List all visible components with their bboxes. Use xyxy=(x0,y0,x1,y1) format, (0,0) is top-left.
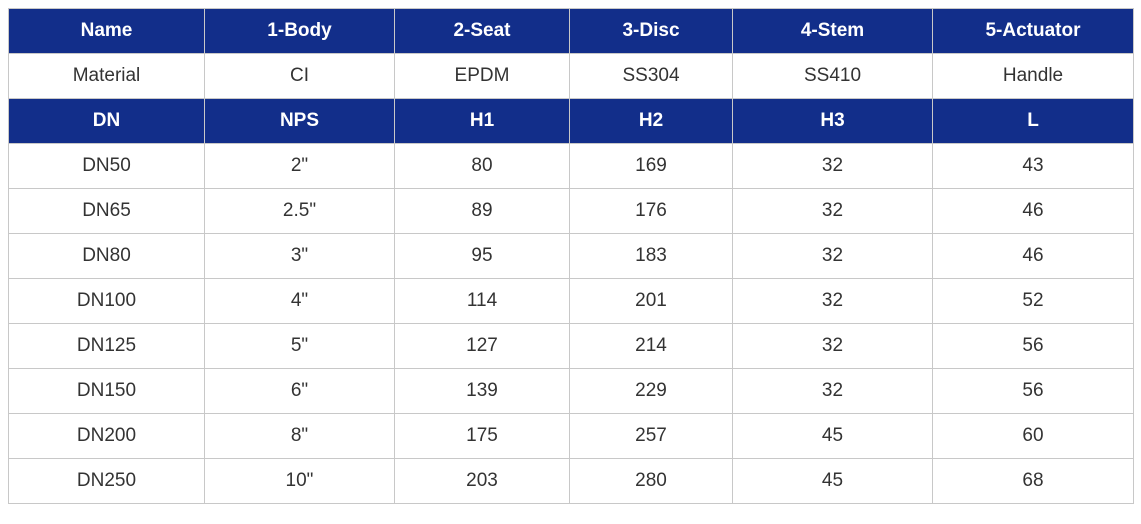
header-cell-stem: 4-Stem xyxy=(732,8,933,54)
table-cell: 32 xyxy=(732,143,933,189)
header-cell-nps: NPS xyxy=(204,98,395,144)
parts-header-row: Name 1-Body 2-Seat 3-Disc 4-Stem 5-Actua… xyxy=(8,8,1134,54)
table-cell: 2.5" xyxy=(204,188,395,234)
material-stem-cell: SS410 xyxy=(732,53,933,99)
table-cell: 8" xyxy=(204,413,395,459)
table-cell: 139 xyxy=(394,368,570,414)
header-cell-actuator: 5-Actuator xyxy=(932,8,1134,54)
table-cell: DN65 xyxy=(8,188,205,234)
table-row: DN250 10" 203 280 45 68 xyxy=(8,458,1134,504)
table-cell: 280 xyxy=(569,458,733,504)
table-cell: 6" xyxy=(204,368,395,414)
table-cell: 80 xyxy=(394,143,570,189)
table-row: DN80 3" 95 183 32 46 xyxy=(8,233,1134,279)
header-cell-name: Name xyxy=(8,8,205,54)
header-cell-h2: H2 xyxy=(569,98,733,144)
table-cell: 175 xyxy=(394,413,570,459)
table-cell: DN80 xyxy=(8,233,205,279)
material-disc-cell: SS304 xyxy=(569,53,733,99)
material-seat-cell: EPDM xyxy=(394,53,570,99)
header-cell-seat: 2-Seat xyxy=(394,8,570,54)
table-cell: DN200 xyxy=(8,413,205,459)
header-cell-h1: H1 xyxy=(394,98,570,144)
table-cell: 10" xyxy=(204,458,395,504)
table-cell: 43 xyxy=(932,143,1134,189)
dimensions-header-row: DN NPS H1 H2 H3 L xyxy=(8,98,1134,144)
table-cell: 3" xyxy=(204,233,395,279)
material-row: Material CI EPDM SS304 SS410 Handle xyxy=(8,53,1134,99)
table-cell: 68 xyxy=(932,458,1134,504)
table-cell: 183 xyxy=(569,233,733,279)
table-cell: 89 xyxy=(394,188,570,234)
spec-table-container: Name 1-Body 2-Seat 3-Disc 4-Stem 5-Actua… xyxy=(8,8,1134,504)
table-cell: 229 xyxy=(569,368,733,414)
table-cell: 32 xyxy=(732,233,933,279)
table-cell: 95 xyxy=(394,233,570,279)
table-cell: 32 xyxy=(732,368,933,414)
table-row: DN200 8" 175 257 45 60 xyxy=(8,413,1134,459)
table-cell: 127 xyxy=(394,323,570,369)
header-cell-body: 1-Body xyxy=(204,8,395,54)
table-row: DN65 2.5" 89 176 32 46 xyxy=(8,188,1134,234)
table-cell: 176 xyxy=(569,188,733,234)
table-cell: 56 xyxy=(932,323,1134,369)
table-cell: 257 xyxy=(569,413,733,459)
table-cell: 52 xyxy=(932,278,1134,324)
material-actuator-cell: Handle xyxy=(932,53,1134,99)
table-cell: 32 xyxy=(732,188,933,234)
table-cell: 60 xyxy=(932,413,1134,459)
table-cell: 56 xyxy=(932,368,1134,414)
table-row: DN50 2" 80 169 32 43 xyxy=(8,143,1134,189)
material-label-cell: Material xyxy=(8,53,205,99)
header-cell-dn: DN xyxy=(8,98,205,144)
table-row: DN100 4" 114 201 32 52 xyxy=(8,278,1134,324)
table-cell: 46 xyxy=(932,233,1134,279)
table-cell: 32 xyxy=(732,323,933,369)
table-cell: 203 xyxy=(394,458,570,504)
valve-spec-table: Name 1-Body 2-Seat 3-Disc 4-Stem 5-Actua… xyxy=(8,8,1134,504)
table-cell: 201 xyxy=(569,278,733,324)
table-cell: 46 xyxy=(932,188,1134,234)
table-cell: DN250 xyxy=(8,458,205,504)
table-cell: DN100 xyxy=(8,278,205,324)
header-cell-disc: 3-Disc xyxy=(569,8,733,54)
header-cell-l: L xyxy=(932,98,1134,144)
table-cell: 169 xyxy=(569,143,733,189)
table-cell: 5" xyxy=(204,323,395,369)
table-row: DN150 6" 139 229 32 56 xyxy=(8,368,1134,414)
table-cell: 214 xyxy=(569,323,733,369)
table-cell: 32 xyxy=(732,278,933,324)
table-cell: 4" xyxy=(204,278,395,324)
table-cell: 114 xyxy=(394,278,570,324)
material-body-cell: CI xyxy=(204,53,395,99)
table-cell: 45 xyxy=(732,458,933,504)
table-cell: 45 xyxy=(732,413,933,459)
table-cell: DN125 xyxy=(8,323,205,369)
header-cell-h3: H3 xyxy=(732,98,933,144)
table-row: DN125 5" 127 214 32 56 xyxy=(8,323,1134,369)
table-cell: DN150 xyxy=(8,368,205,414)
table-cell: DN50 xyxy=(8,143,205,189)
table-cell: 2" xyxy=(204,143,395,189)
